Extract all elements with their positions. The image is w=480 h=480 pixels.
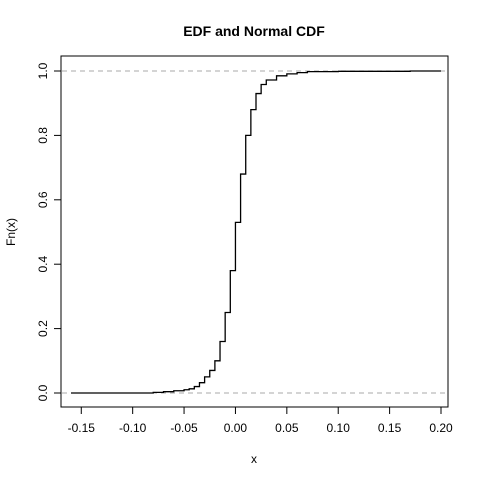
y-tick-label: 1.0 bbox=[36, 62, 50, 79]
y-tick-label: 0.0 bbox=[36, 384, 50, 401]
x-tick-label: 0.05 bbox=[275, 421, 299, 435]
edf-line bbox=[71, 70, 441, 394]
y-axis-label: Fn(x) bbox=[4, 218, 18, 246]
x-tick-label: -0.05 bbox=[170, 421, 198, 435]
y-tick-label: 0.4 bbox=[36, 256, 50, 273]
x-tick-label: 0.00 bbox=[224, 421, 248, 435]
y-axis: 0.0 0.2 0.4 0.6 0.8 1.0 bbox=[36, 62, 62, 401]
x-tick-label: 0.10 bbox=[327, 421, 351, 435]
x-tick-label: 0.15 bbox=[378, 421, 402, 435]
chart-title: EDF and Normal CDF bbox=[183, 23, 325, 39]
x-tick-label: -0.10 bbox=[119, 421, 147, 435]
reference-lines bbox=[62, 70, 447, 394]
plot-frame bbox=[60, 55, 449, 408]
y-tick-label: 0.6 bbox=[36, 191, 50, 208]
x-tick-label: -0.15 bbox=[68, 421, 96, 435]
y-tick-label: 0.2 bbox=[36, 320, 50, 337]
x-axis-label: x bbox=[251, 452, 257, 466]
x-axis: -0.15 -0.10 -0.05 0.00 0.05 0.10 0.15 0.20 bbox=[68, 406, 453, 435]
x-tick-label: 0.20 bbox=[429, 421, 453, 435]
y-tick-label: 0.8 bbox=[36, 127, 50, 144]
